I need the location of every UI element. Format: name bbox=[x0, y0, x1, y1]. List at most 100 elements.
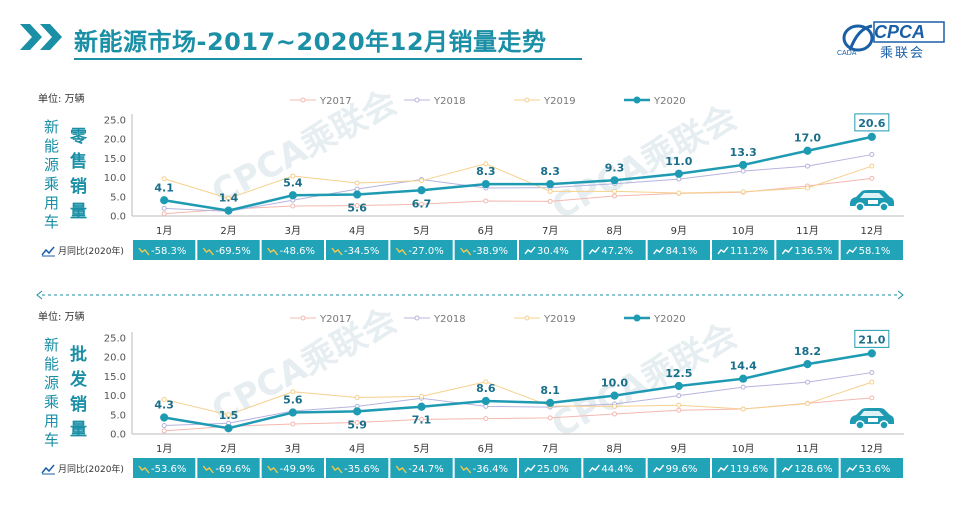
data-point-y2020 bbox=[417, 402, 426, 411]
data-label: 10.0 bbox=[601, 377, 628, 390]
yoy-cell bbox=[583, 240, 646, 260]
data-label: 5.6 bbox=[283, 393, 303, 406]
title-underline bbox=[74, 58, 582, 60]
data-point-y2020 bbox=[803, 146, 812, 155]
cpca-logo-icon bbox=[842, 21, 945, 52]
data-point-y2017 bbox=[419, 201, 424, 207]
yoy-title: 月同比(2020年) bbox=[58, 463, 124, 475]
data-point-y2019 bbox=[354, 180, 360, 186]
trend-line bbox=[395, 465, 407, 474]
data-point-y2020 bbox=[481, 396, 490, 406]
x-tick-label: 2月 bbox=[220, 225, 236, 237]
data-label: 5.4 bbox=[283, 176, 303, 189]
data-point-y2019 bbox=[483, 379, 489, 385]
sub-label-char: 销 bbox=[70, 176, 87, 197]
data-label: 8.1 bbox=[540, 384, 560, 397]
data-point-y2020 bbox=[224, 424, 233, 433]
data-point-y2020 bbox=[417, 186, 426, 195]
yoy-title-bg bbox=[36, 458, 132, 478]
data-point-y2017 bbox=[869, 175, 875, 181]
trend-line bbox=[202, 247, 214, 256]
yoy-value: -36.4% bbox=[473, 464, 508, 475]
data-point-y2020 bbox=[288, 191, 297, 200]
data-point-y2019 bbox=[676, 190, 682, 196]
side-label-char: 车 bbox=[44, 431, 59, 449]
car-wheel bbox=[855, 420, 865, 430]
legend-marker bbox=[414, 315, 420, 321]
trend-down-icon bbox=[395, 247, 407, 256]
yoy-cell bbox=[840, 240, 903, 260]
yoy-value: -53.6% bbox=[151, 464, 186, 475]
sub-label-char: 零 bbox=[69, 127, 88, 147]
yoy-value: 136.5% bbox=[794, 246, 832, 257]
data-point-y2020 bbox=[610, 391, 619, 400]
yoy-value: 47.2% bbox=[601, 246, 633, 257]
data-point-y2019 bbox=[740, 189, 746, 195]
x-tick-label: 1月 bbox=[156, 443, 172, 455]
yoy-value: -35.6% bbox=[344, 464, 379, 475]
data-point-y2020 bbox=[867, 132, 876, 141]
x-tick-label: 5月 bbox=[413, 225, 429, 237]
yoy-value: 58.1% bbox=[859, 246, 891, 257]
sub-label-char: 发 bbox=[69, 369, 88, 390]
yoy-cell bbox=[583, 458, 646, 478]
legend-marker bbox=[300, 315, 306, 321]
trend-line bbox=[41, 246, 55, 256]
data-label: 8.6 bbox=[476, 382, 496, 395]
data-point-y2020 bbox=[546, 398, 555, 407]
trend-line bbox=[781, 464, 793, 473]
yoy-value: -69.5% bbox=[215, 246, 250, 257]
data-point-y2020 bbox=[353, 407, 362, 416]
unit-label: 单位: 万辆 bbox=[38, 310, 85, 323]
data-label: 13.3 bbox=[730, 146, 757, 159]
data-point-y2018 bbox=[161, 423, 167, 429]
data-point-y2017 bbox=[676, 407, 682, 413]
data-label: 8.3 bbox=[540, 165, 560, 178]
series-line-y2020 bbox=[163, 352, 873, 430]
trend-line bbox=[781, 246, 793, 255]
data-label: 21.0 bbox=[858, 333, 885, 346]
data-point-y2018 bbox=[869, 370, 875, 376]
data-point-y2019 bbox=[676, 402, 682, 408]
x-tick-label: 9月 bbox=[671, 225, 687, 237]
data-point-y2020 bbox=[867, 349, 876, 358]
data-point-y2017 bbox=[483, 198, 489, 204]
unit-label: 单位: 万辆 bbox=[38, 92, 85, 105]
sub-label-char: 售 bbox=[70, 151, 87, 172]
car-plate bbox=[868, 200, 878, 204]
data-label: 1.4 bbox=[219, 192, 239, 205]
header: 新能源市场-2017~2020年12月销量走势 CPCA 乘联会 CADA bbox=[0, 0, 960, 72]
side-label-char: 用 bbox=[44, 194, 59, 212]
data-point-y2017 bbox=[547, 415, 553, 421]
x-tick-label: 6月 bbox=[478, 443, 494, 455]
side-label-char: 乘 bbox=[44, 393, 59, 411]
yoy-cell bbox=[519, 458, 582, 478]
car-window bbox=[860, 411, 884, 416]
data-point-y2017 bbox=[354, 203, 360, 209]
trend-line bbox=[267, 465, 279, 474]
car-wheel bbox=[879, 420, 889, 430]
y-tick-label: 25.0 bbox=[104, 116, 126, 127]
trend-down-icon bbox=[395, 465, 407, 474]
data-point-y2017 bbox=[483, 416, 489, 422]
data-point-y2019 bbox=[419, 393, 424, 399]
trend-line bbox=[588, 246, 600, 255]
data-label: 11.0 bbox=[665, 155, 692, 168]
data-point-y2019 bbox=[612, 188, 617, 194]
yoy-cell bbox=[840, 458, 903, 478]
trend-up-icon bbox=[41, 464, 55, 475]
trend-down-icon bbox=[267, 465, 279, 474]
side-label-char: 能 bbox=[44, 355, 59, 373]
data-point-y2019 bbox=[805, 401, 810, 407]
trend-line bbox=[524, 246, 536, 255]
data-point-y2019 bbox=[612, 403, 617, 409]
yoy-value: -69.6% bbox=[215, 464, 250, 475]
x-tick-label: 7月 bbox=[542, 225, 558, 237]
x-tick-label: 12月 bbox=[860, 443, 883, 455]
y-tick-label: 15.0 bbox=[104, 372, 126, 383]
trend-line bbox=[460, 247, 472, 256]
trend-line bbox=[138, 247, 150, 256]
legend-label: Y2020 bbox=[653, 314, 686, 325]
trend-up-icon bbox=[781, 246, 793, 255]
